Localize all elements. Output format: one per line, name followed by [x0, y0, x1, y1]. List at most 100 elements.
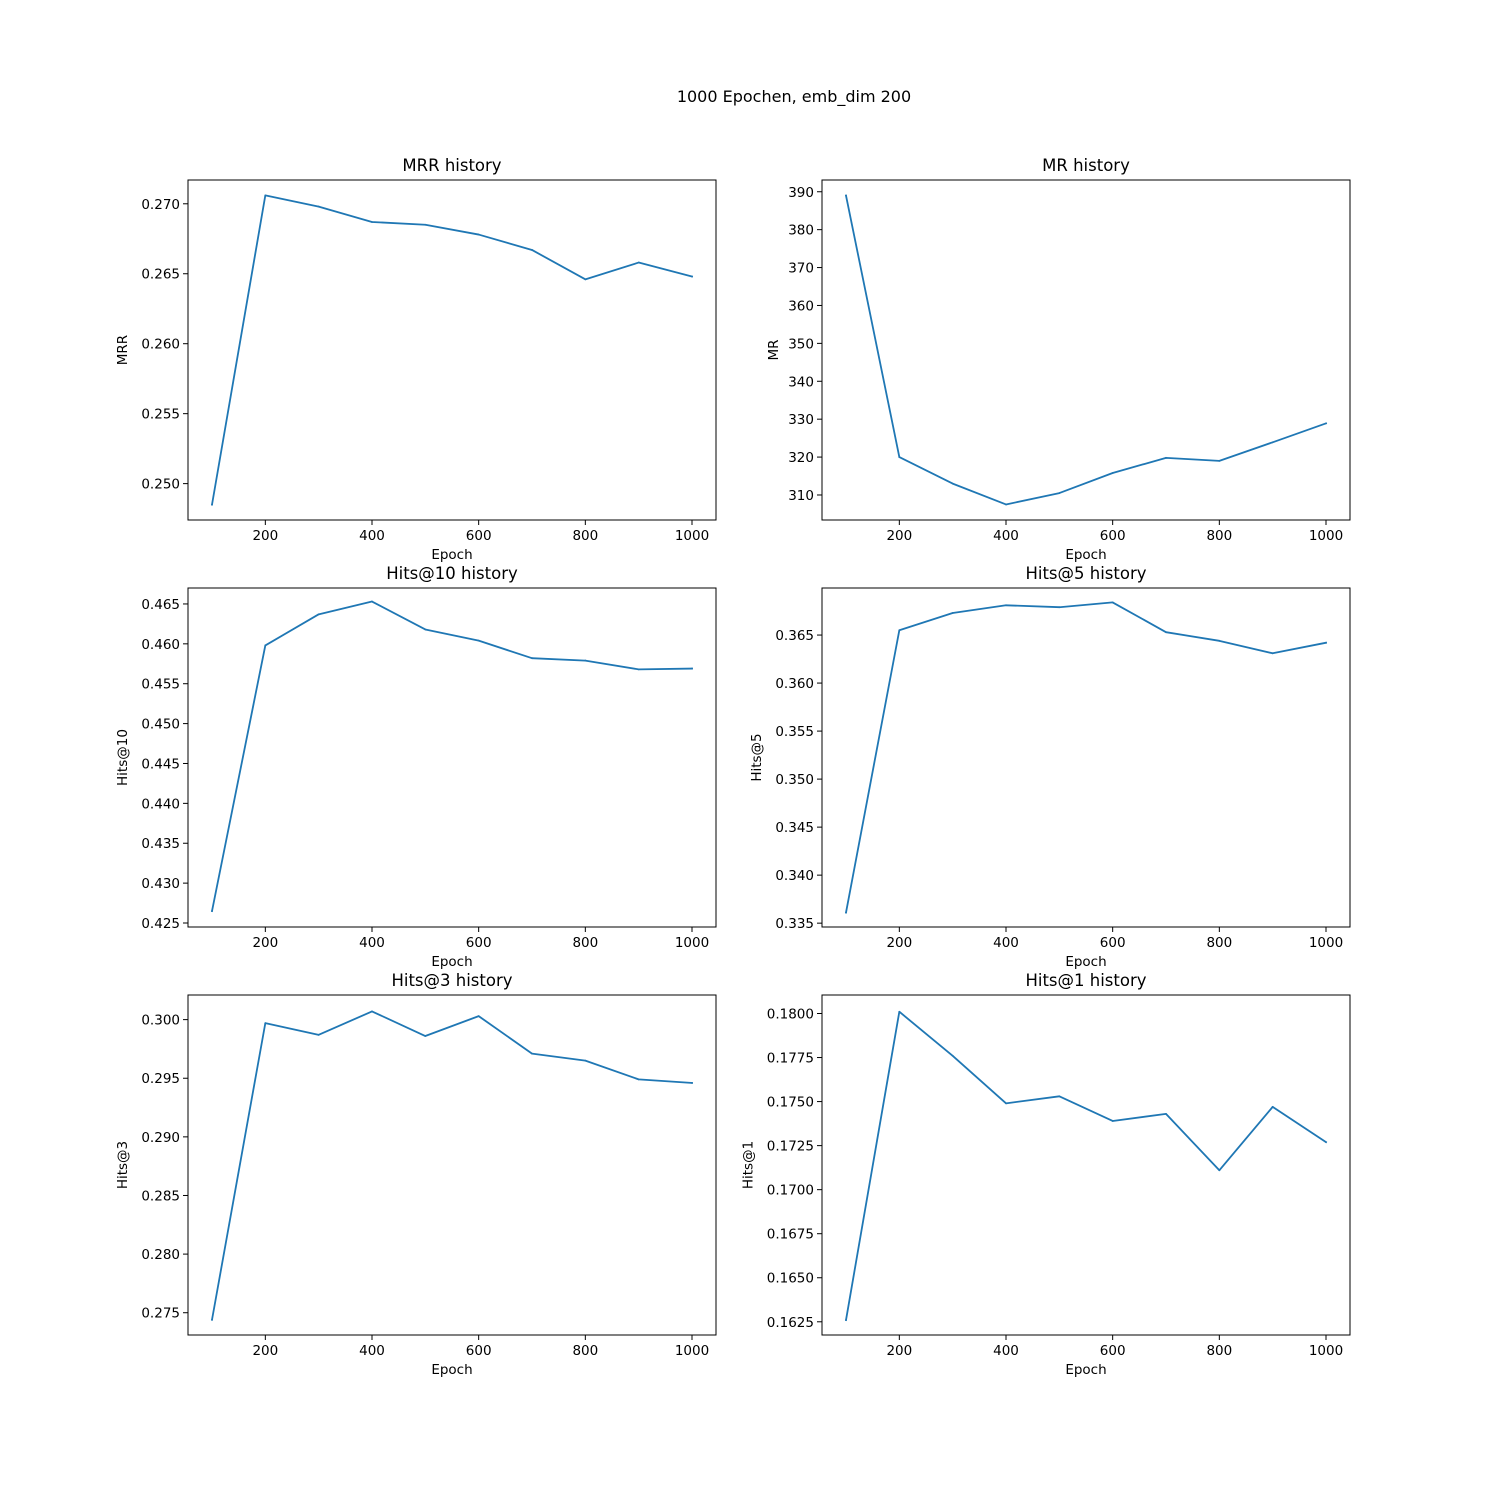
data-point: [691, 275, 693, 278]
axes-frame: [187, 587, 717, 928]
y-tick-label: 0.290: [141, 1130, 180, 1146]
x-tick-label: 1000: [675, 935, 709, 951]
x-tick-label: 600: [1100, 1343, 1126, 1359]
data-point: [1218, 639, 1221, 642]
y-tick-label: 0.1800: [767, 1006, 814, 1022]
series-line: [844, 601, 1328, 914]
x-tick-label: 200: [886, 528, 912, 544]
axes-frame: [821, 994, 1351, 1336]
x-tick-label: 400: [993, 1343, 1019, 1359]
series-line: [210, 1010, 693, 1321]
y-tick-label: 0.1750: [767, 1095, 814, 1111]
axes-frame: [187, 179, 717, 521]
data-point: [898, 456, 901, 458]
data-point: [211, 1318, 213, 1321]
data-point: [845, 911, 847, 914]
y-tick-label: 0.425: [141, 916, 180, 932]
subplot-2: MR history 200 400 600 800 1000 310 320 330 340 35…: [766, 156, 1351, 563]
subplot-grid: MRR history 200 400 600 800 1000 0.250 0.255 0.2…: [115, 156, 1351, 1378]
data-point: [1325, 1141, 1327, 1143]
x-tick-label: 800: [572, 528, 598, 544]
y-tick-label: 0.355: [775, 724, 814, 740]
y-axis-label: Hits@1: [740, 1141, 756, 1189]
data-point: [424, 1035, 427, 1037]
x-tick-label: 1000: [1309, 1343, 1343, 1359]
data-point: [584, 659, 587, 662]
y-tick-label: 0.430: [141, 876, 180, 892]
data-point: [1218, 459, 1221, 462]
data-point: [1111, 472, 1114, 474]
y-tick-label: 390: [788, 185, 814, 201]
y-tick-label: 320: [788, 450, 814, 466]
y-tick-label: 0.345: [775, 820, 814, 836]
data-point: [898, 629, 901, 632]
x-tick-label: 200: [886, 1343, 912, 1359]
axes-frame: [187, 994, 717, 1336]
subplot-title: Hits@3 history: [391, 971, 512, 990]
x-tick-label: 600: [466, 935, 492, 951]
y-tick-label: 0.440: [141, 796, 180, 812]
x-tick-label: 600: [466, 528, 492, 544]
y-tick-label: 0.265: [141, 267, 180, 283]
data-point: [371, 221, 373, 223]
x-tick-label: 800: [1206, 1343, 1232, 1359]
x-axis-label: Epoch: [431, 547, 472, 563]
x-tick-label: 1000: [675, 528, 709, 544]
data-point: [317, 205, 320, 208]
subplot-title: MRR history: [402, 156, 501, 175]
data-point: [637, 668, 640, 671]
y-tick-label: 0.300: [141, 1013, 180, 1029]
data-point: [531, 1052, 533, 1055]
x-tick-label: 800: [572, 1343, 598, 1359]
data-point: [264, 194, 267, 197]
data-point: [951, 1054, 954, 1057]
x-tick-label: 400: [359, 528, 385, 544]
x-tick-label: 400: [359, 1343, 385, 1359]
data-point: [371, 1010, 373, 1013]
x-tick-label: 200: [252, 935, 278, 951]
data-point: [691, 667, 693, 670]
subplot-3: Hits@10 history 200 400 600 800 1000 0.425 0.43…: [115, 564, 717, 970]
y-tick-label: 360: [788, 298, 814, 314]
x-axis-label: Epoch: [431, 954, 472, 970]
x-tick-label: 800: [1206, 528, 1232, 544]
data-point: [1165, 456, 1167, 459]
data-point: [531, 249, 533, 251]
subplot-title: MR history: [1042, 156, 1130, 175]
data-point: [1271, 441, 1274, 444]
y-tick-label: 0.250: [141, 477, 180, 493]
data-point: [1111, 601, 1114, 604]
y-tick-label: 0.365: [775, 628, 814, 644]
x-tick-label: 600: [1100, 528, 1126, 544]
data-point: [371, 600, 373, 603]
subplot-5: Hits@3 history 200 400 600 800 1000 0.275 0.280…: [115, 971, 717, 1378]
data-point: [1058, 492, 1061, 494]
y-tick-label: 0.450: [141, 717, 180, 733]
y-tick-label: 0.445: [141, 756, 180, 772]
y-tick-label: 0.1775: [767, 1051, 814, 1067]
data-point: [531, 657, 533, 660]
x-tick-label: 400: [993, 528, 1019, 544]
y-tick-label: 0.1675: [767, 1227, 814, 1243]
y-tick-label: 0.340: [775, 868, 814, 884]
y-tick-label: 0.1625: [767, 1315, 814, 1331]
y-tick-label: 0.460: [141, 637, 180, 653]
y-axis-label: MRR: [115, 335, 131, 365]
y-axis-label: Hits@3: [115, 1141, 131, 1189]
x-tick-label: 800: [572, 935, 598, 951]
x-tick-label: 400: [993, 935, 1019, 951]
axes-frame: [821, 587, 1351, 928]
data-point: [477, 639, 480, 642]
subplot-title: Hits@10 history: [386, 564, 518, 583]
data-point: [477, 233, 480, 236]
x-tick-label: 400: [359, 935, 385, 951]
subplot-title: Hits@1 history: [1025, 971, 1146, 990]
y-tick-label: 310: [788, 488, 814, 504]
series-line: [210, 600, 693, 913]
data-point: [691, 1082, 693, 1084]
y-tick-label: 0.455: [141, 677, 180, 693]
y-tick-label: 0.1725: [767, 1139, 814, 1155]
x-tick-label: 800: [1206, 935, 1232, 951]
y-tick-label: 0.285: [141, 1188, 180, 1204]
y-tick-label: 370: [788, 261, 814, 277]
